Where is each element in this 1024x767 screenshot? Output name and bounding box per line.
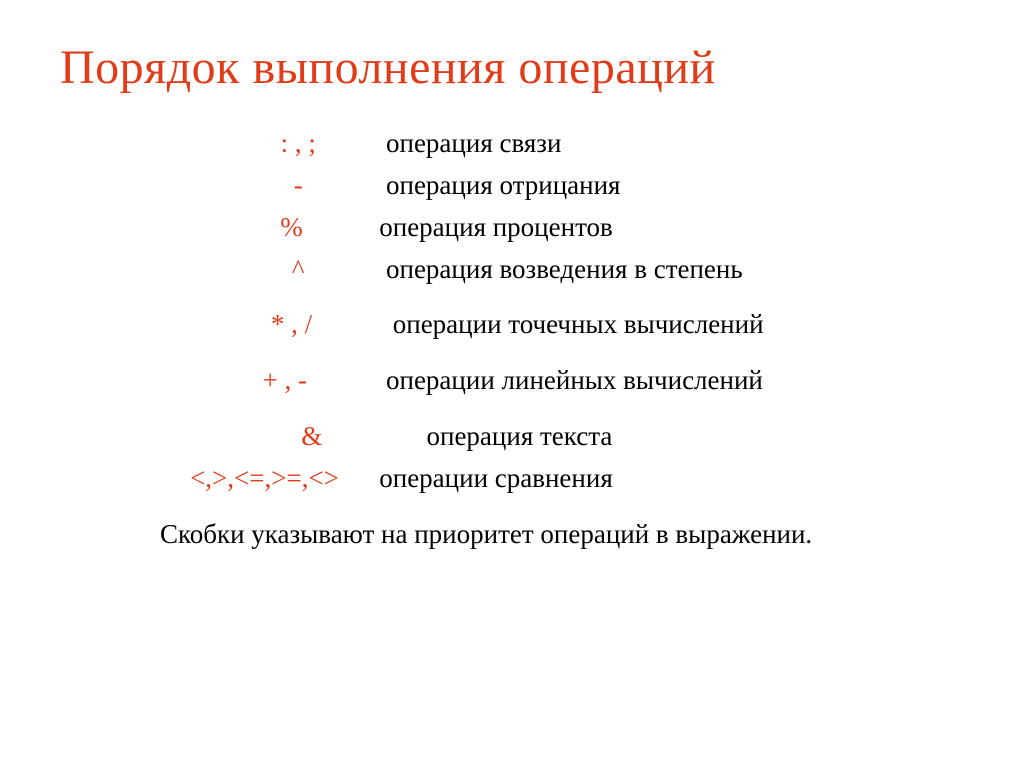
operator-row: & операция текста [170,416,964,458]
operator-label: операции линейных вычислений [386,360,763,402]
footnote: Скобки указывают на приоритет операций в… [160,514,964,556]
row-spacer [170,346,964,360]
col-gap [359,458,379,500]
indent [170,249,231,291]
indent [170,416,217,458]
col-gap [366,360,386,402]
col-gap [373,304,393,346]
slide: Порядок выполнения операций : , ; операц… [0,0,1024,767]
operator-symbol: <,>,<=,>=,<> [170,458,359,500]
footnote-text: Скобки указывают на приоритет операций в… [160,519,812,549]
indent [170,123,231,165]
operator-symbol: & [217,416,406,458]
operator-label: операция текста [427,416,613,458]
operator-symbol: % [224,207,359,249]
operator-row: % операция процентов [170,207,964,249]
gap [60,500,964,514]
operator-symbol: : , ; [231,123,366,165]
indent [170,304,211,346]
operator-symbol: ^ [231,249,366,291]
operator-label: операции сравнения [379,458,612,500]
row-spacer [170,402,964,416]
operator-symbol: - [231,165,366,207]
operator-list: : , ; операция связи - операция отрицани… [170,123,964,500]
col-gap [366,165,386,207]
operator-row: : , ; операция связи [170,123,964,165]
operator-row: - операция отрицания [170,165,964,207]
operator-row: ^ операция возведения в степень [170,249,964,291]
operator-row: * , / операции точечных вычислений [170,304,964,346]
col-gap [366,249,386,291]
indent [170,207,224,249]
operator-label: операция процентов [379,207,613,249]
indent [170,165,231,207]
operator-label: операция отрицания [386,165,620,207]
operator-label: операция возведения в степень [386,249,743,291]
operator-symbol: * , / [211,304,373,346]
operator-label: операция связи [386,123,561,165]
operator-row: <,>,<=,>=,<> операции сравнения [170,458,964,500]
slide-title: Порядок выполнения операций [60,40,964,95]
indent [170,360,204,402]
operator-label: операции точечных вычислений [393,304,764,346]
col-gap [406,416,426,458]
operator-symbol: + , - [204,360,366,402]
col-gap [366,123,386,165]
col-gap [359,207,379,249]
row-spacer [170,290,964,304]
operator-row: + , - операции линейных вычислений [170,360,964,402]
